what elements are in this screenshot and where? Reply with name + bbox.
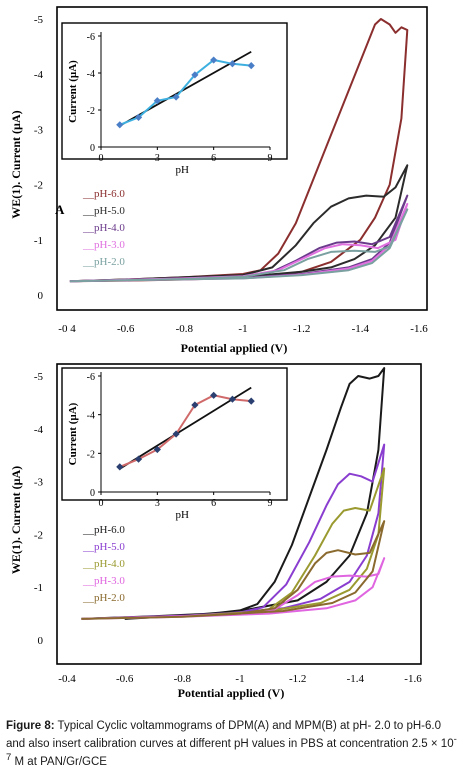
cv-series-line — [81, 443, 386, 620]
chart-panel-A: -5 -4 -3 -2 -1 0 -0 4 -0.6 -0.8 -1 -1.2 -1.4 -1.6 Pot… — [9, 6, 428, 355]
y-tick-label: -4 — [34, 69, 44, 81]
inset-data-point — [191, 401, 199, 409]
inset-data-point — [153, 445, 161, 454]
inset-x-tick-label: 0 — [99, 153, 104, 164]
y-tick-label: -3 — [34, 477, 44, 489]
cv-series-line — [81, 367, 386, 620]
inset-x-tick-label: 9 — [268, 498, 273, 509]
x-tick-label: -0.6 — [117, 323, 135, 335]
inset-data-point — [210, 391, 218, 399]
inset-fit-line — [119, 386, 252, 470]
x-tick-label: -1.4 — [352, 323, 370, 335]
inset-data-point — [116, 121, 124, 129]
inset-data-point — [228, 60, 237, 68]
inset-data-line — [119, 394, 252, 468]
inset-frame — [61, 22, 288, 160]
x-tick-label: -0.8 — [174, 673, 192, 685]
figure-caption: Figure 8: Typical Cyclic voltammograms o… — [6, 719, 458, 769]
inset-y-tick-label: -4 — [87, 69, 95, 80]
legend-entry: __pH-4.0 — [82, 222, 125, 234]
legend-entry: __pH-3.0 — [82, 575, 125, 587]
inset-y-tick-label: 0 — [90, 143, 95, 154]
caption-exponent: -7 — [6, 734, 457, 763]
plot-frame — [56, 363, 422, 665]
cv-series-line — [81, 520, 386, 620]
inset-data-point — [247, 62, 255, 70]
inset-data-point — [134, 455, 143, 463]
x-tick-label: -1.2 — [289, 673, 306, 685]
x-tick-label: -0.6 — [116, 673, 134, 685]
inset-data-point — [172, 93, 180, 101]
x-axis-title: Potential applied (V) — [178, 686, 285, 700]
inset-data-point — [172, 430, 180, 438]
legend-entry: __pH-6.0 — [82, 524, 125, 536]
inset-y-tick-label: -2 — [87, 449, 95, 460]
inset-data-point — [116, 463, 124, 471]
inset-y-tick-label: -2 — [87, 106, 95, 117]
legend-entry: __pH-5.0 — [82, 541, 125, 553]
y-tick-label: -2 — [34, 529, 43, 541]
y-tick-label: -5 — [34, 14, 44, 26]
cv-series-line — [69, 164, 409, 283]
inset-x-tick-label: 3 — [155, 498, 160, 509]
cv-series-line — [69, 18, 409, 283]
x-tick-label: -0.8 — [176, 323, 194, 335]
cv-series-line — [69, 208, 409, 283]
inset-x-tick-label: 9 — [268, 153, 273, 164]
x-axis-title: Potential applied (V) — [181, 341, 288, 355]
x-tick-label: -1.6 — [410, 323, 428, 335]
panel-stray-label: A — [55, 202, 65, 217]
x-tick-label: -0 4 — [58, 323, 76, 335]
inset-data-point — [228, 395, 237, 403]
legend-entry: __pH-4.0 — [82, 558, 125, 570]
y-tick-label: -4 — [34, 424, 44, 436]
inset-x-tick-label: 6 — [211, 153, 216, 164]
y-tick-label: -3 — [34, 124, 44, 136]
caption-text: Typical Cyclic voltammograms of DPM(A) a… — [6, 720, 454, 750]
x-tick-label: -1.2 — [293, 323, 310, 335]
inset-y-axis-title: Current (µA) — [67, 402, 79, 465]
inset-data-point — [134, 113, 143, 121]
inset-x-tick-label: 3 — [155, 153, 160, 164]
inset-x-axis-title: pH — [176, 164, 190, 176]
y-tick-label: -5 — [34, 371, 44, 383]
legend-entry: __pH-2.0 — [82, 592, 125, 604]
inset-x-axis-title: pH — [176, 509, 190, 521]
inset-data-point — [153, 97, 161, 105]
legend-entry: __pH-6.0 — [82, 188, 125, 200]
inset-x-tick-label: 6 — [211, 498, 216, 509]
inset-x-tick-label: 0 — [99, 498, 104, 509]
inset-data-point — [210, 56, 218, 64]
y-tick-label: -1 — [34, 582, 43, 594]
caption-text-end: M at PAN/Gr/GCE — [11, 755, 107, 768]
x-tick-label: -1 — [235, 673, 244, 685]
inset-y-tick-label: -6 — [87, 32, 95, 43]
inset-y-tick-label: -6 — [87, 372, 95, 383]
plot-frame — [56, 6, 428, 311]
legend-entry: __pH-2.0 — [82, 256, 125, 268]
y-tick-label: -2 — [34, 180, 43, 192]
y-tick-label: 0 — [38, 290, 44, 302]
chart-panel-B: -5 -4 -3 -2 -1 0 -0.4 -0.6 -0.8 -1 -1.2 -1.4 -1.6 Pot… — [9, 363, 422, 700]
y-tick-label: 0 — [38, 635, 44, 647]
inset-data-point — [191, 71, 199, 79]
x-tick-label: -1.4 — [347, 673, 365, 685]
x-tick-label: -1 — [238, 323, 247, 335]
inset-y-tick-label: 0 — [90, 488, 95, 499]
inset-y-axis-title: Current (µA) — [67, 60, 79, 123]
inset-data-line — [119, 58, 252, 126]
y-tick-label: -1 — [34, 235, 43, 247]
legend-entry: __pH-5.0 — [82, 205, 125, 217]
x-tick-label: -0.4 — [58, 673, 76, 685]
caption-label: Figure 8: — [6, 720, 55, 732]
legend-entry: __pH-3.0 — [82, 239, 125, 251]
inset-y-tick-label: -4 — [87, 411, 95, 422]
inset-data-point — [247, 397, 255, 405]
y-axis-title: WE(1). Current (µA) — [9, 466, 23, 574]
y-axis-title: WE(1). Current (µA) — [9, 110, 23, 218]
x-tick-label: -1.6 — [404, 673, 422, 685]
